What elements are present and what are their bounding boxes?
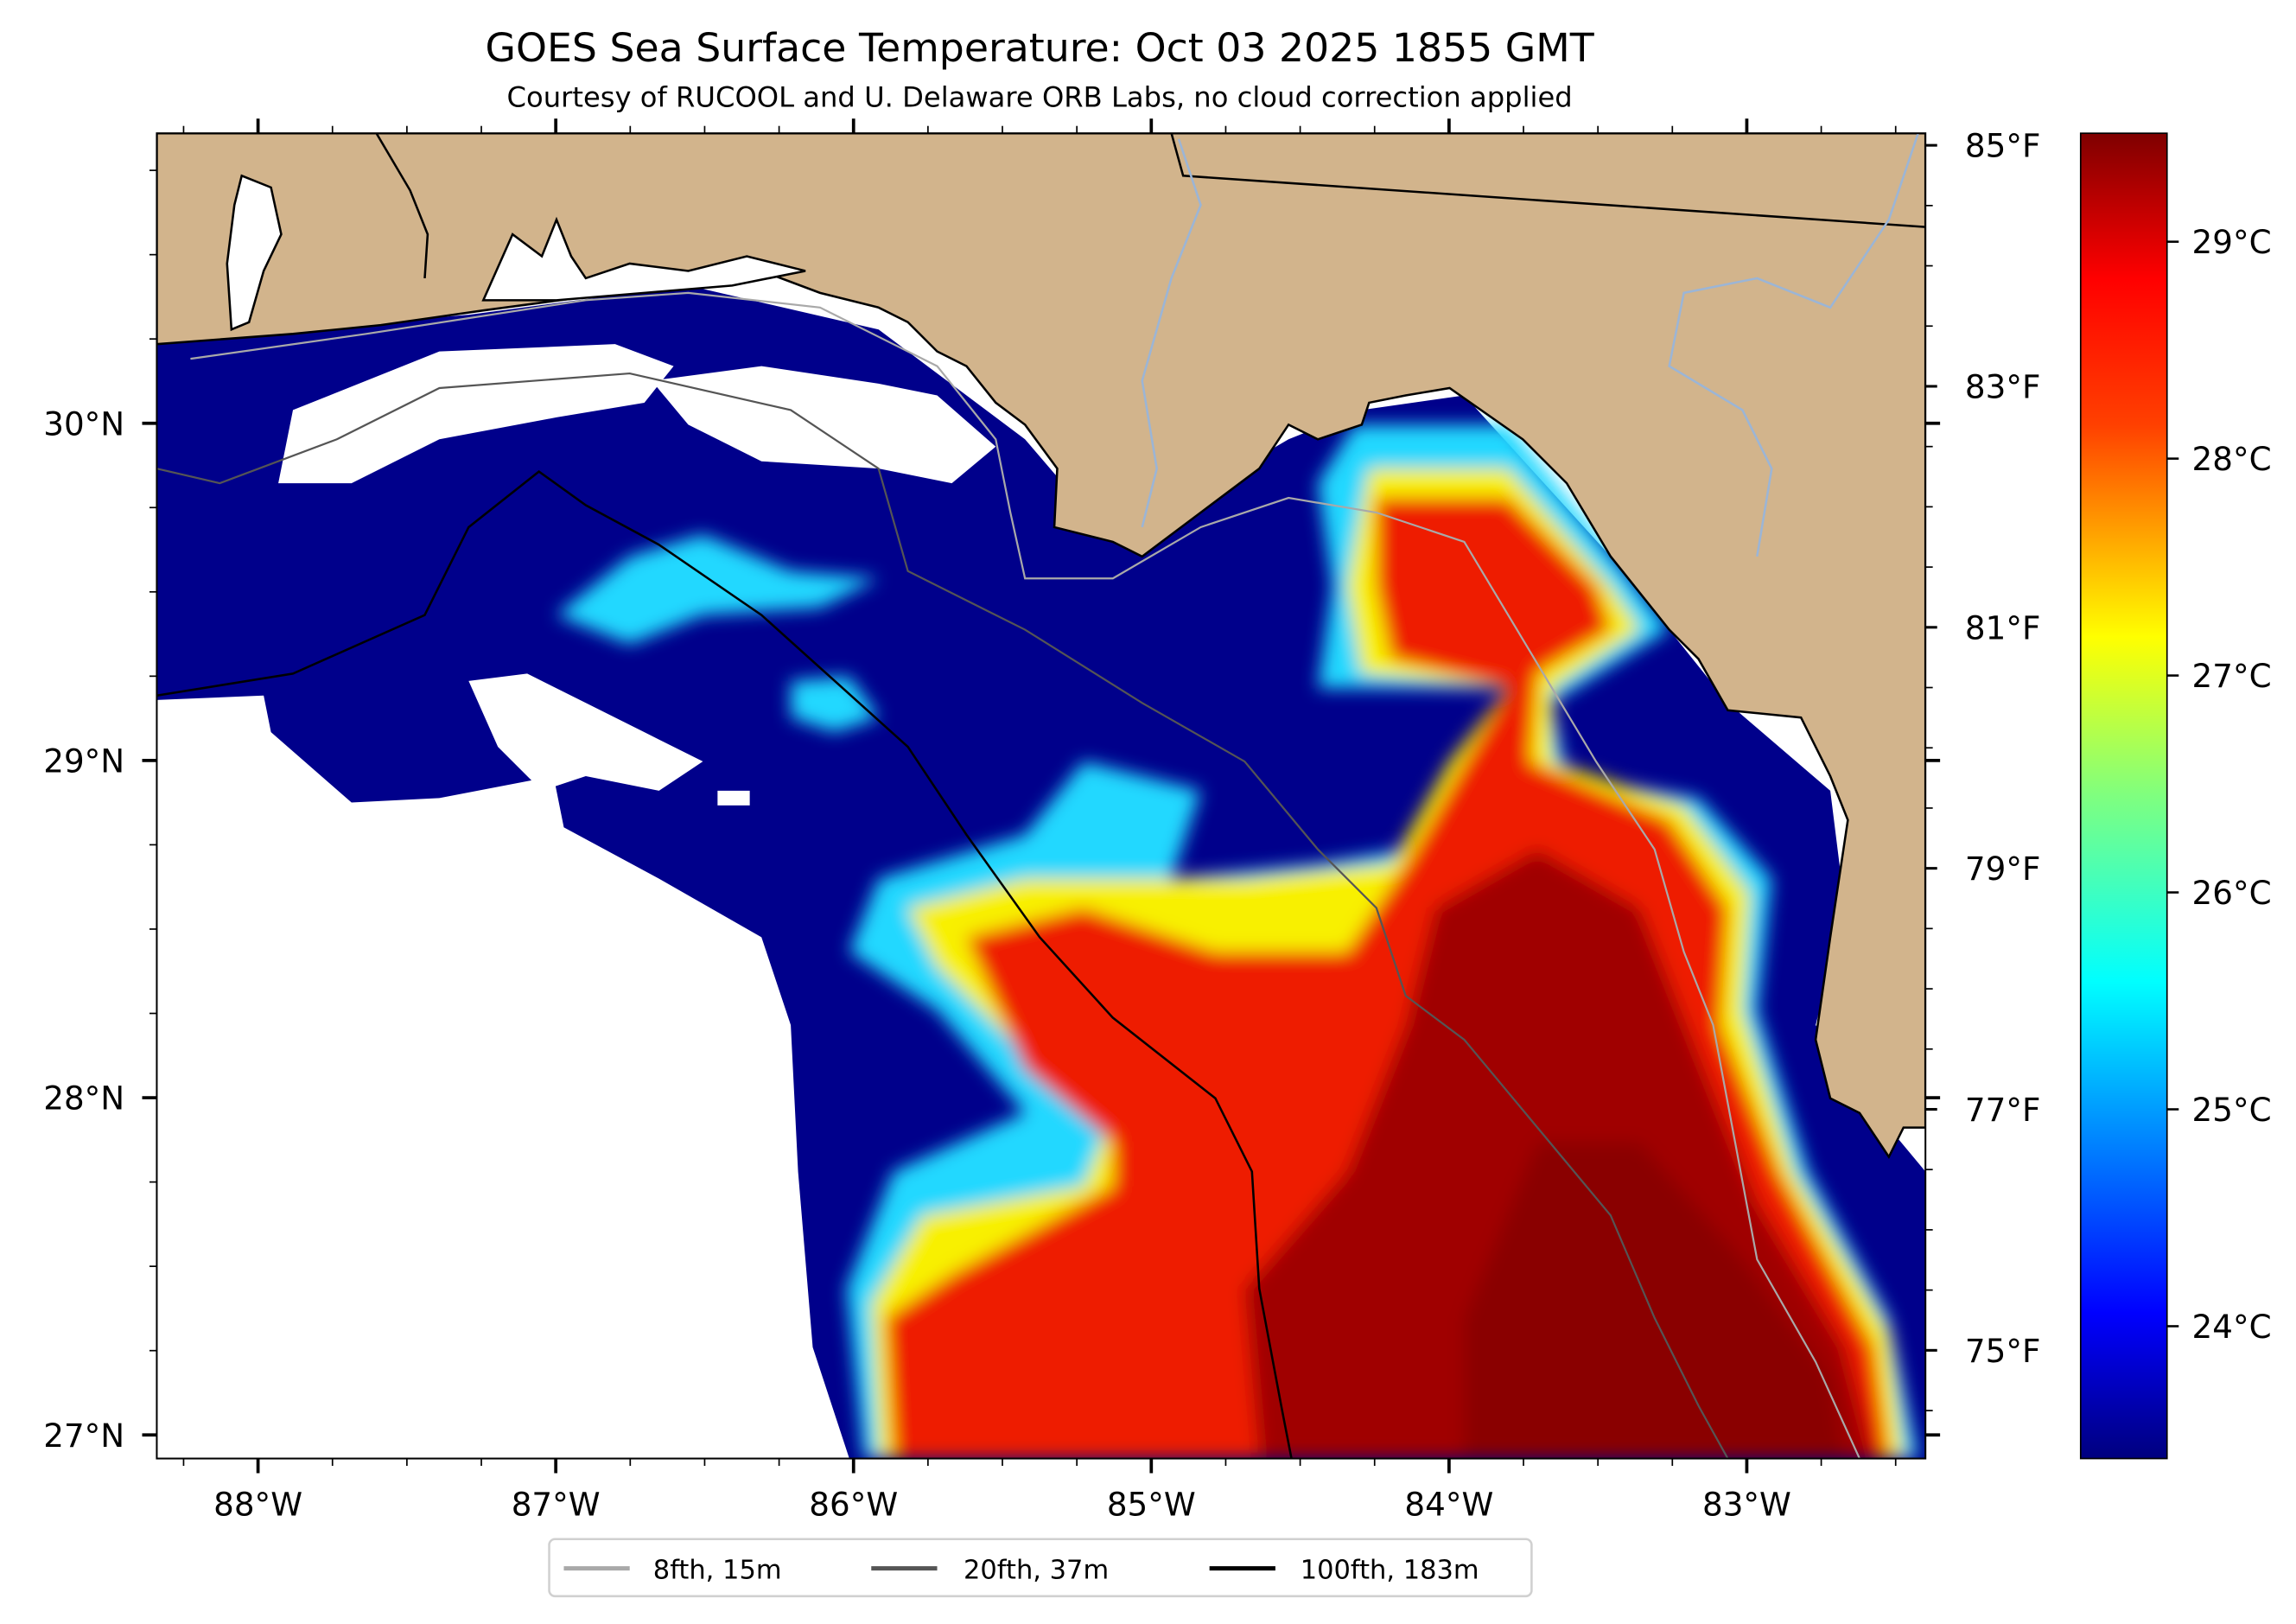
map-plot[interactable] — [156, 133, 1926, 1459]
colorbar: 29°C 28°C 27°C 26°C 25°C 24°C — [2079, 132, 2272, 1460]
contour-20fth — [156, 372, 1729, 1459]
lon-tick-label: 84°W — [1404, 1486, 1493, 1524]
figure-title: GOES Sea Surface Temperature: Oct 03 202… — [486, 25, 1595, 71]
fahrenheit-tick-label: 77°F — [1965, 1091, 2041, 1129]
sst-cyan-filament — [556, 534, 879, 645]
colorbar-ticks: 29°C 28°C 27°C 26°C 25°C 24°C — [2166, 223, 2272, 1346]
colorbar-gradient — [2079, 132, 2168, 1460]
mobile-bay — [226, 174, 283, 332]
contour-legend: 8fth, 15m 20fth, 37m 100fth, 183m — [548, 1538, 1533, 1598]
colorbar-tick-label: 28°C — [2192, 440, 2272, 478]
cloud-patch — [652, 366, 996, 484]
lon-tick-label: 86°W — [809, 1486, 898, 1524]
colorbar-tick-label: 27°C — [2192, 657, 2272, 695]
cloud-patch — [468, 673, 703, 791]
lat-tick-label: 27°N — [43, 1417, 124, 1455]
legend-box — [548, 1538, 1533, 1598]
state-border — [1170, 133, 1926, 228]
colorbar-tick-label: 29°C — [2192, 223, 2272, 261]
lon-tick-label: 88°W — [213, 1486, 302, 1524]
legend-label-100fth: 100fth, 183m — [1301, 1555, 1479, 1585]
land-mass — [156, 133, 1926, 1160]
fahrenheit-tick-label: 79°F — [1965, 850, 2041, 888]
contour-100fth — [156, 469, 1293, 1459]
fahrenheit-tick-label: 81°F — [1965, 608, 2041, 646]
cloud-patch — [278, 344, 674, 484]
lat-tick-label: 29°N — [43, 742, 124, 780]
map-frame — [156, 132, 1927, 1460]
colorbar-tick-label: 25°C — [2192, 1091, 2272, 1129]
state-border — [375, 133, 429, 279]
cloud-patch — [717, 790, 750, 806]
lon-tick-label: 87°W — [512, 1486, 601, 1524]
legend-label-8fth: 8fth, 15m — [653, 1555, 782, 1585]
fahrenheit-axis: 85°F 83°F 81°F 79°F 77°F 75°F — [1925, 127, 2040, 1411]
colorbar-tick-label: 26°C — [2192, 874, 2272, 912]
lon-tick-label: 83°W — [1702, 1486, 1791, 1524]
latitude-axis: 30°N 29°N 28°N 27°N — [43, 169, 1941, 1455]
figure-subtitle: Courtesy of RUCOOL and U. Delaware ORB L… — [507, 81, 1573, 114]
river — [1668, 133, 1919, 557]
river — [1141, 138, 1202, 528]
pensacola-bay — [481, 216, 806, 302]
fahrenheit-tick-label: 83°F — [1965, 368, 2041, 406]
lat-tick-label: 30°N — [43, 404, 124, 443]
sst-dark-red-core — [1464, 1142, 1845, 1459]
lat-tick-label: 28°N — [43, 1079, 124, 1118]
sst-cyan-filament — [791, 676, 879, 733]
lon-tick-label: 85°W — [1107, 1486, 1196, 1524]
longitude-axis: 88°W 87°W 86°W 85°W 84°W 83°W — [182, 118, 1897, 1524]
fahrenheit-tick-label: 75°F — [1965, 1332, 2041, 1370]
colorbar-tick-label: 24°C — [2192, 1308, 2272, 1346]
legend-label-20fth: 20fth, 37m — [964, 1555, 1109, 1585]
contour-8fth — [190, 291, 1860, 1459]
fahrenheit-tick-label: 85°F — [1965, 127, 2041, 165]
